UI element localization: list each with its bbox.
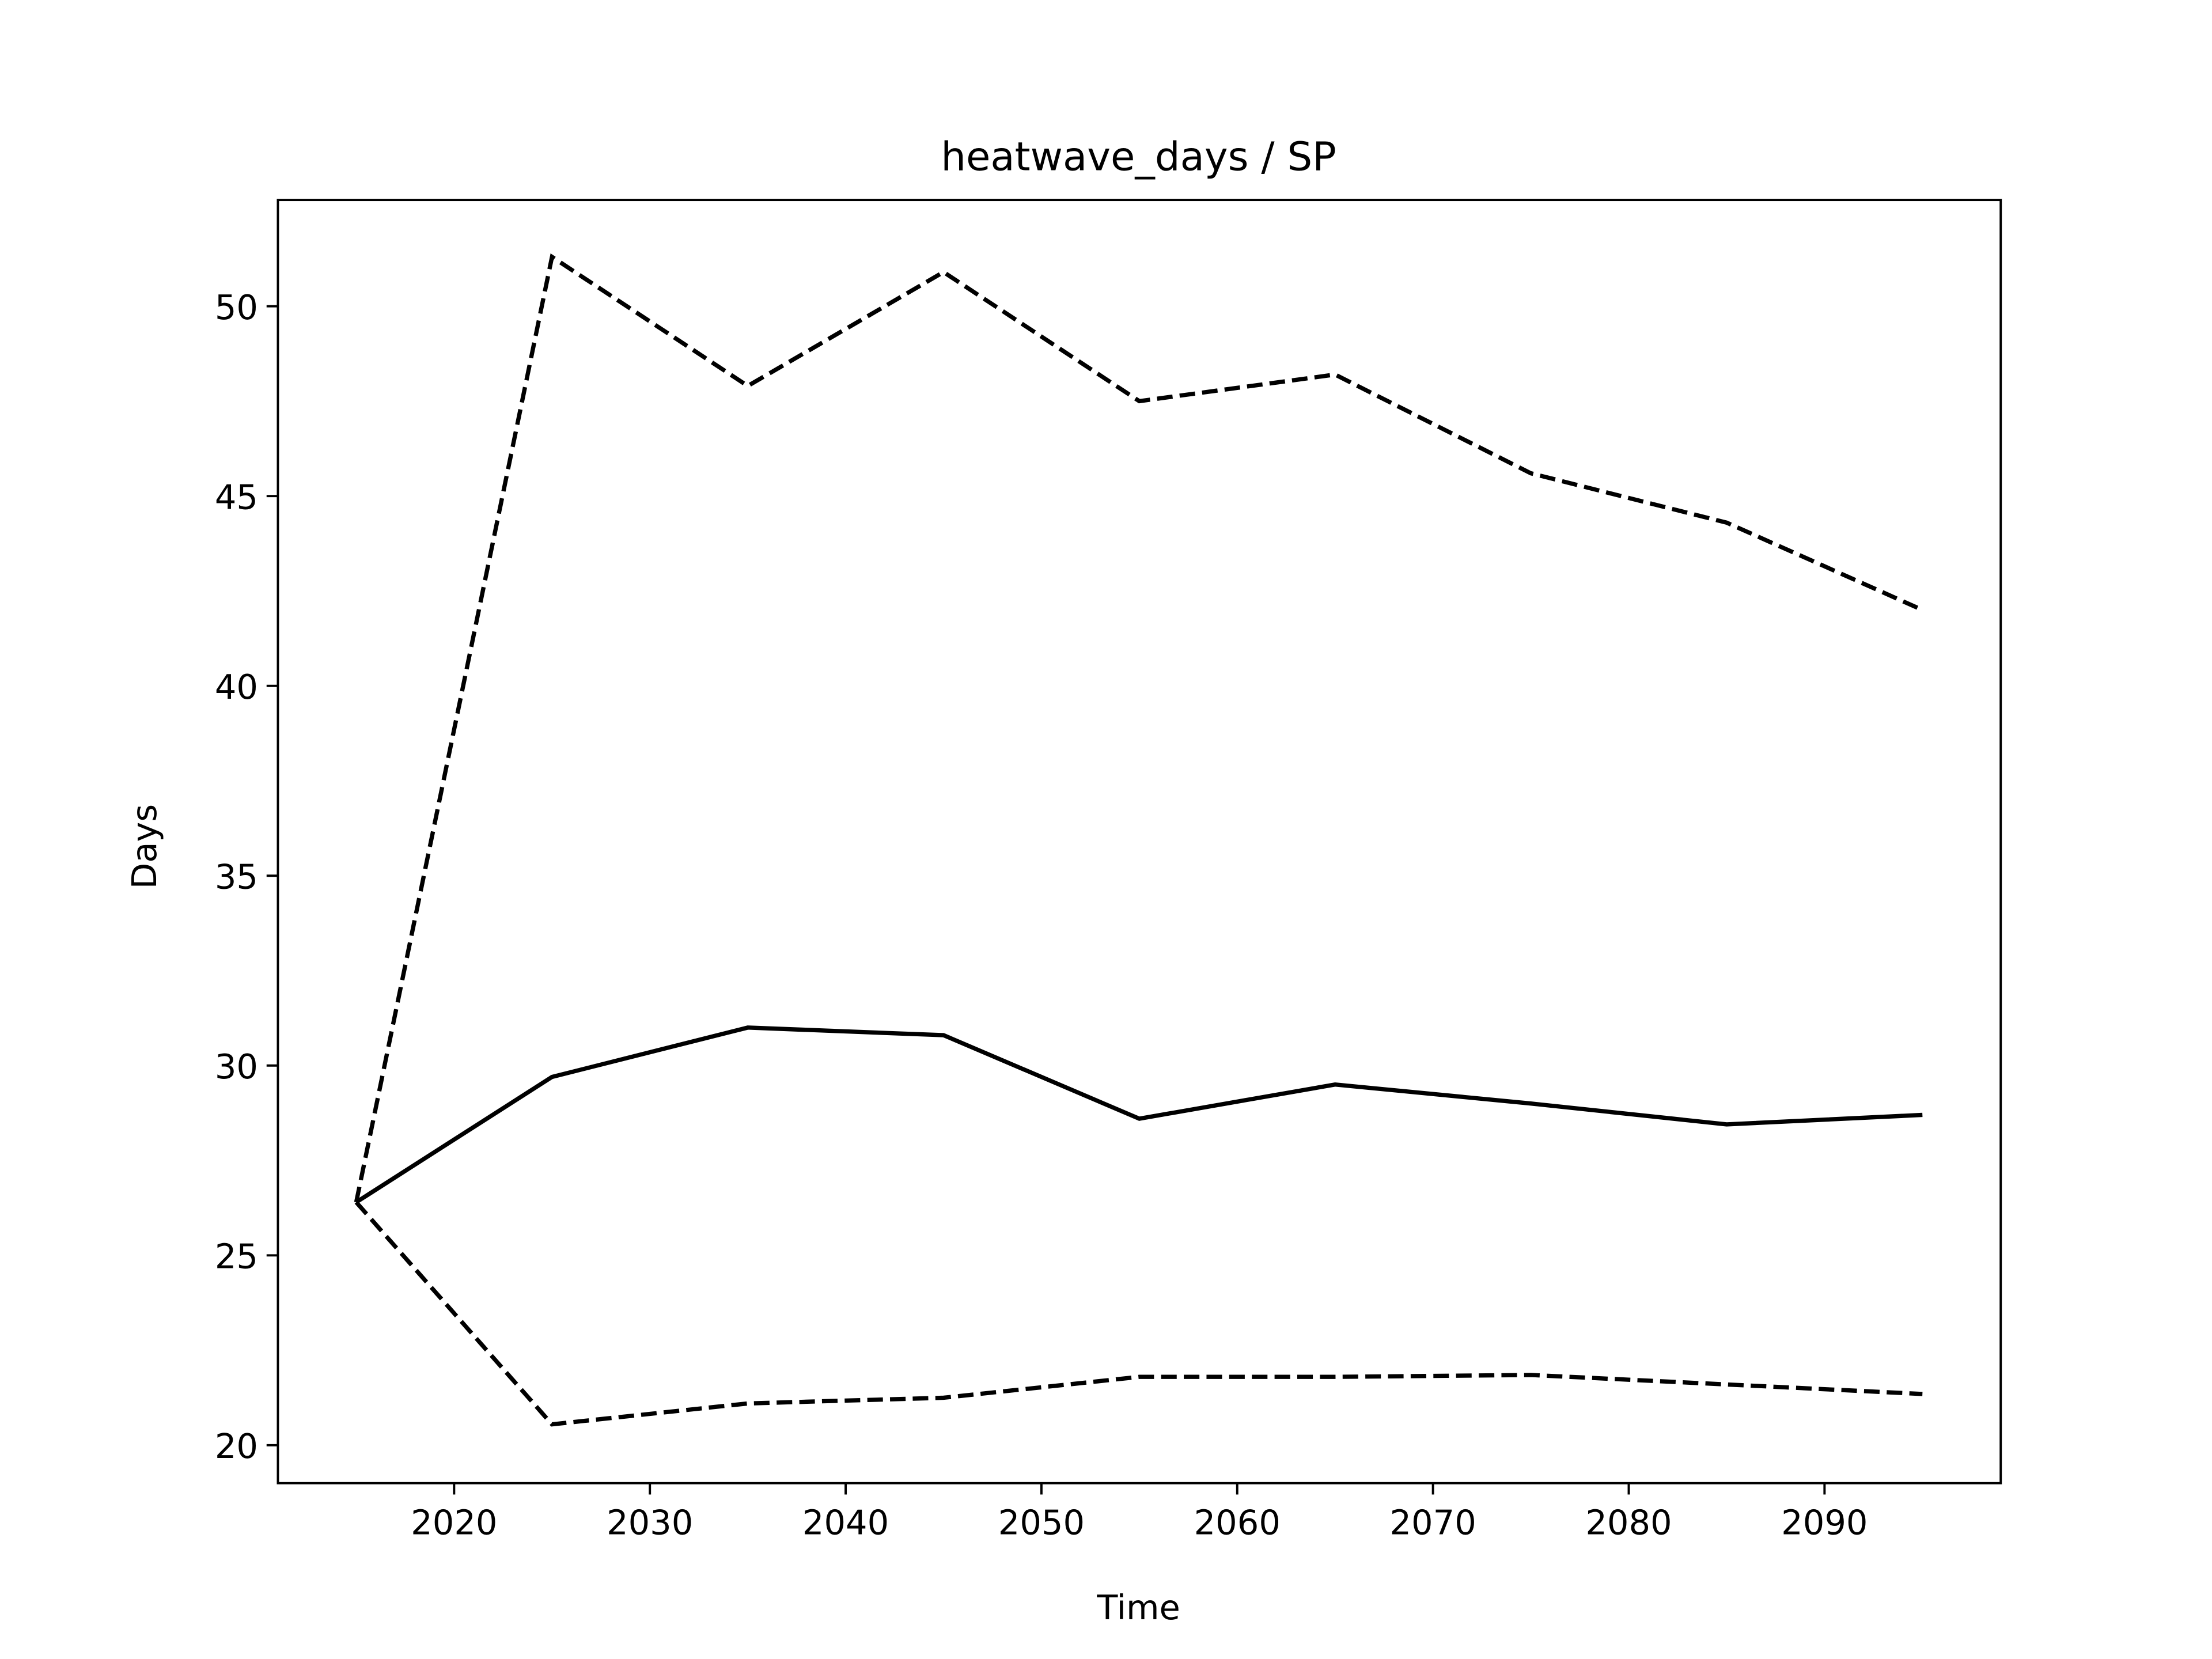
x-axis-label: Time (1096, 1588, 1180, 1627)
y-axis: 20 25 30 35 40 45 50 (215, 287, 278, 1466)
y-axis-label: Days (124, 804, 164, 889)
series-line-1 (354, 253, 1923, 1203)
y-tick-label: 45 (215, 477, 258, 517)
x-tick-label: 2030 (607, 1502, 693, 1542)
y-tick-label: 20 (215, 1426, 258, 1466)
x-tick-label: 2090 (1781, 1502, 1868, 1542)
series-line-2 (354, 1200, 1923, 1427)
chart-title: heatwave_days / SP (941, 134, 1336, 180)
y-tick-label: 40 (215, 667, 258, 707)
x-tick-label: 2040 (802, 1502, 889, 1542)
x-tick-label: 2070 (1389, 1502, 1476, 1542)
x-tick-label: 2020 (411, 1502, 497, 1542)
x-tick-label: 2080 (1585, 1502, 1672, 1542)
series-line-0 (355, 1025, 1923, 1205)
y-tick-label: 50 (215, 287, 258, 327)
x-axis: 2020 2030 2040 2050 2060 2070 2080 2090 (411, 1483, 1868, 1542)
x-tick-label: 2060 (1194, 1502, 1281, 1542)
y-tick-label: 35 (215, 857, 258, 896)
y-tick-label: 30 (215, 1047, 258, 1086)
plot-area (354, 253, 1923, 1427)
axes-frame (276, 199, 2002, 1484)
x-tick-label: 2050 (998, 1502, 1085, 1542)
y-tick-label: 25 (215, 1236, 258, 1276)
